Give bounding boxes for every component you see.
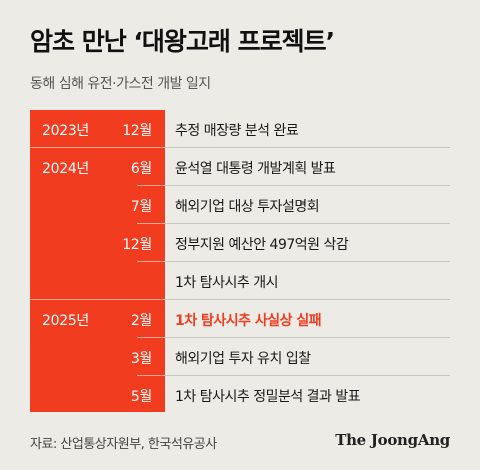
- row-event: 1차 탐사시추 정밀분석 결과 발표: [175, 389, 361, 405]
- timeline-row: 7월 해외기업 대상 투자설명회: [30, 186, 450, 224]
- source-note: 자료: 산업통상자원부, 한국석유공사: [30, 437, 217, 452]
- row-event: 추정 매장량 분석 완료: [175, 123, 299, 139]
- row-event: 윤석열 대통령 개발계획 발표: [175, 161, 336, 177]
- row-divider: [137, 261, 165, 262]
- year-column: [30, 110, 137, 412]
- row-divider: [137, 375, 165, 376]
- row-year: 2024년: [42, 161, 90, 177]
- row-event: 1차 탐사시추 개시: [175, 275, 278, 291]
- row-divider: [165, 185, 450, 186]
- row-divider: [165, 147, 450, 148]
- timeline-row: 2025년 2월 1차 탐사시추 사실상 실패: [30, 300, 450, 338]
- row-month: 12월: [122, 237, 152, 253]
- page-title: 암초 만난 ‘대왕고래 프로젝트’: [30, 27, 335, 56]
- row-year: 2025년: [42, 313, 90, 329]
- row-event: 해외기업 대상 투자설명회: [175, 199, 320, 215]
- row-divider: [165, 375, 450, 376]
- row-divider: [165, 223, 450, 224]
- timeline-row: 2024년 6월 윤석열 대통령 개발계획 발표: [30, 148, 450, 186]
- row-divider: [165, 261, 450, 262]
- row-month: 6월: [130, 161, 152, 177]
- row-divider: [30, 147, 165, 148]
- row-divider: [137, 223, 165, 224]
- row-year: 2023년: [42, 123, 90, 139]
- timeline-row: 3월 해외기업 투자 유치 입찰: [30, 338, 450, 376]
- row-month: 12월: [122, 123, 152, 139]
- row-month: 7월: [130, 199, 152, 215]
- brand-logo: The JoongAng: [335, 431, 450, 449]
- row-divider: [30, 299, 165, 300]
- timeline-row: 12월 정부지원 예산안 497억원 삭감: [30, 224, 450, 262]
- timeline-row: 5월 1차 탐사시추 정밀분석 결과 발표: [30, 376, 450, 412]
- row-event: 해외기업 투자 유치 입찰: [175, 351, 311, 367]
- timeline-row: 1차 탐사시추 개시: [30, 262, 450, 300]
- row-month: 2월: [130, 313, 152, 329]
- row-divider: [165, 337, 450, 338]
- row-month: 3월: [130, 351, 152, 367]
- timeline-table: 2023년 12월 추정 매장량 분석 완료 2024년 6월 윤석열 대통령 …: [30, 110, 450, 412]
- row-divider: [137, 185, 165, 186]
- row-event: 정부지원 예산안 497억원 삭감: [175, 237, 349, 253]
- page-subtitle: 동해 심해 유전·가스전 개발 일지: [30, 76, 211, 92]
- row-divider: [137, 337, 165, 338]
- row-month: 5월: [130, 389, 152, 405]
- row-event-highlight: 1차 탐사시추 사실상 실패: [175, 313, 322, 329]
- row-divider: [165, 299, 450, 300]
- timeline-row: 2023년 12월 추정 매장량 분석 완료: [30, 110, 450, 148]
